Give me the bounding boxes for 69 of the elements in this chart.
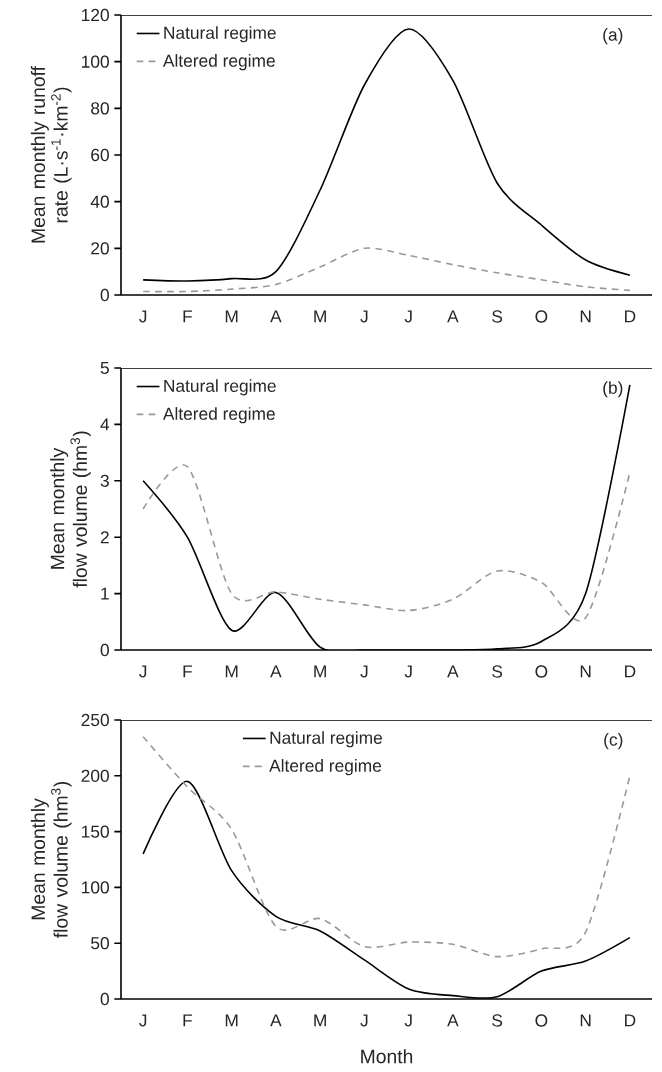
x-tick-label: J <box>360 665 368 678</box>
x-tick-label: A <box>447 665 459 678</box>
x-tick-label: J <box>139 310 147 323</box>
x-tick-label: D <box>625 1014 636 1027</box>
y-tick-label: 60 <box>91 148 109 162</box>
y-tick-label: 2 <box>100 531 109 544</box>
x-tick-label: F <box>183 1014 192 1027</box>
y-tick-label: 0 <box>100 288 109 302</box>
x-tick-label: M <box>225 665 238 678</box>
line-series <box>142 247 631 293</box>
x-tick-label: M <box>314 310 326 323</box>
legend-label: Natural regime <box>164 26 276 43</box>
legend-label: Natural regime <box>164 379 276 396</box>
x-tick-label: S <box>492 665 503 678</box>
line-series <box>142 28 631 282</box>
y-axis-title: Mean monthly flow volume (hm$^{3}$) <box>50 431 91 588</box>
x-tick-label: S <box>492 310 503 323</box>
x-tick-label: A <box>270 665 282 678</box>
annotation: (a) <box>603 28 623 45</box>
x-tick-label: A <box>270 1014 282 1027</box>
y-tick-label: 1 <box>101 587 109 600</box>
x-tick-label: F <box>183 310 192 323</box>
x-tick-label: F <box>183 665 192 678</box>
x-tick-label: M <box>314 1014 326 1027</box>
y-tick-label: 150 <box>82 825 109 838</box>
y-tick-label: 5 <box>100 361 109 375</box>
x-tick-label: J <box>360 310 368 323</box>
x-tick-label: N <box>580 665 591 678</box>
x-tick-label: J <box>139 1014 147 1027</box>
x-tick-label: J <box>404 665 412 678</box>
x-tick-label: N <box>580 1014 591 1027</box>
x-tick-label: D <box>625 310 636 323</box>
x-tick-label: M <box>225 310 238 323</box>
x-axis-title: Month <box>361 1049 413 1064</box>
annotation: (b) <box>603 381 623 398</box>
y-tick-label: 200 <box>81 769 109 782</box>
y-tick-label: 3 <box>100 474 109 487</box>
legend-label: Altered regime <box>162 54 275 71</box>
x-tick-label: M <box>225 1014 238 1027</box>
y-tick-label: 40 <box>90 195 109 208</box>
y-tick-label: 50 <box>91 937 109 950</box>
x-tick-label: A <box>447 1014 459 1027</box>
x-tick-label: J <box>139 665 147 678</box>
y-axis-title: Mean monthly flow volume (hm$^{3}$) <box>30 781 72 938</box>
x-tick-label: A <box>447 310 459 323</box>
y-tick-label: 80 <box>91 102 109 115</box>
x-tick-label: O <box>535 1014 548 1027</box>
y-tick-label: 0 <box>100 992 109 1006</box>
x-tick-label: A <box>270 310 282 323</box>
x-tick-label: O <box>535 665 548 678</box>
x-tick-label: J <box>404 1014 412 1027</box>
y-tick-label: 100 <box>82 881 109 894</box>
x-tick-label: N <box>580 310 591 323</box>
y-tick-label: 4 <box>100 418 110 431</box>
x-tick-label: D <box>625 665 636 678</box>
x-tick-label: S <box>492 1014 503 1027</box>
y-tick-label: 250 <box>81 713 109 727</box>
annotation: (c) <box>604 733 623 750</box>
x-tick-label: J <box>404 310 412 323</box>
x-tick-label: J <box>360 1014 368 1027</box>
x-tick-label: M <box>314 665 326 678</box>
y-tick-label: 20 <box>91 242 109 255</box>
legend-label: Natural regime <box>270 731 382 748</box>
x-tick-label: O <box>535 310 548 323</box>
legend-label: Altered regime <box>269 759 382 776</box>
y-tick-label: 100 <box>82 55 109 68</box>
y-tick-label: 120 <box>82 8 109 22</box>
legend-label: Altered regime <box>162 407 275 424</box>
y-tick-label: 0 <box>100 643 109 657</box>
